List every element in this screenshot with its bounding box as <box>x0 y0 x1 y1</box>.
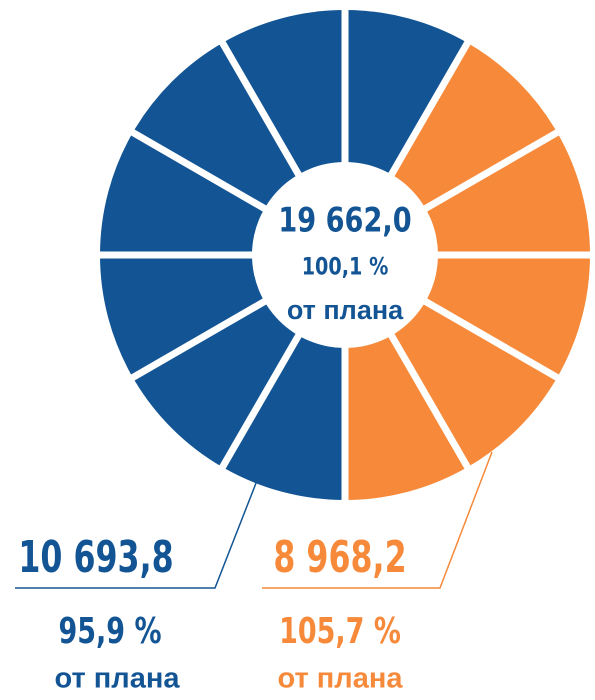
total-percent: 100,1 % <box>302 254 389 282</box>
left-note: от плана <box>55 663 181 695</box>
left-value: 10 693,8 <box>18 532 173 584</box>
leader-line <box>15 477 259 589</box>
donut-hole <box>252 162 438 348</box>
total-value: 19 662,0 <box>278 200 411 240</box>
total-note: от плана <box>287 295 404 325</box>
right-percent: 105,7 % <box>279 609 401 652</box>
leader-line <box>262 451 493 589</box>
left-percent: 95,9 % <box>58 609 161 652</box>
right-note: от плана <box>278 663 404 695</box>
right-value: 8 968,2 <box>273 532 406 584</box>
